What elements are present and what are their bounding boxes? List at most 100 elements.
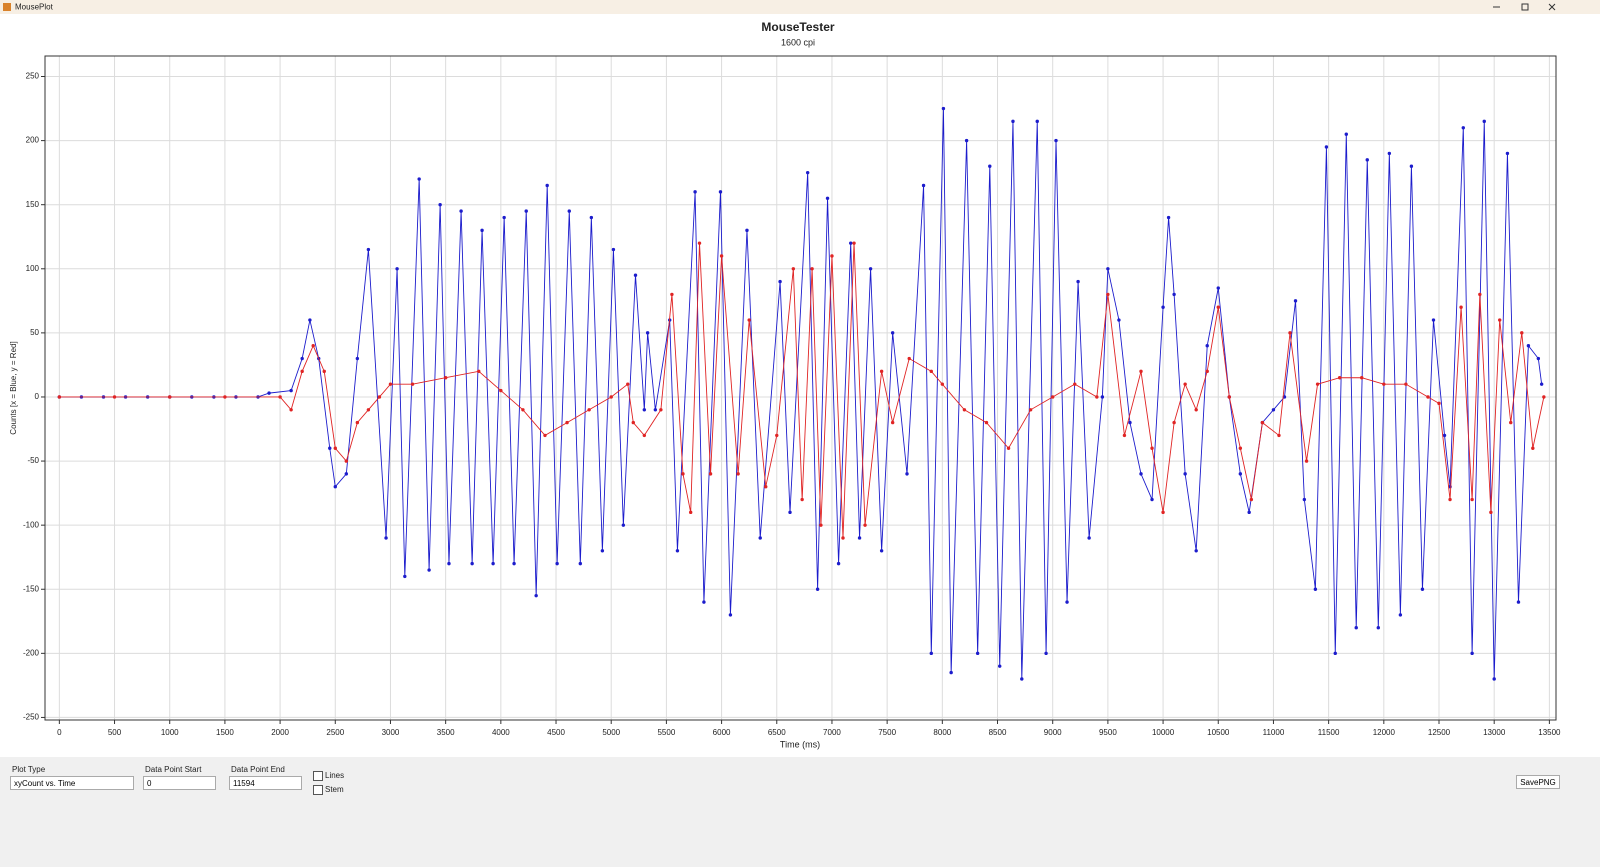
data-point [1437, 401, 1441, 406]
plot-type-label: Plot Type [12, 765, 46, 774]
data-point [300, 369, 304, 374]
data-point [311, 343, 315, 348]
data-point [975, 651, 980, 656]
data-point [521, 408, 525, 412]
x-tick-label: 1500 [216, 728, 234, 737]
data-point [1205, 369, 1209, 374]
x-tick-label: 1000 [161, 728, 179, 737]
data-point [491, 561, 495, 566]
x-tick-label: 11500 [1318, 728, 1340, 737]
data-point [675, 549, 680, 553]
y-tick-label: -100 [23, 520, 40, 529]
data-point [788, 510, 792, 515]
data-point [626, 382, 630, 386]
start-input[interactable]: 0 [143, 776, 216, 790]
data-point [868, 267, 873, 271]
data-point [659, 408, 663, 412]
y-tick-label: -150 [23, 584, 40, 593]
lines-checkbox[interactable] [313, 771, 323, 781]
data-point [1205, 343, 1209, 348]
data-point [747, 318, 751, 322]
data-point [631, 420, 635, 425]
data-point [223, 395, 227, 399]
x-tick-label: 6000 [713, 728, 731, 737]
series-line [59, 243, 1545, 538]
data-point [1122, 433, 1127, 438]
data-point [1431, 318, 1436, 322]
restore-button[interactable] [1521, 3, 1529, 11]
x-tick-label: 3500 [437, 728, 455, 737]
data-point [764, 485, 768, 489]
data-point [545, 183, 549, 188]
data-point [962, 408, 967, 412]
close-button[interactable] [1548, 3, 1556, 11]
data-point [964, 138, 969, 143]
data-point [1526, 343, 1531, 348]
data-point [890, 420, 895, 425]
stem-checkbox[interactable] [313, 785, 323, 795]
data-point [1531, 446, 1535, 450]
data-point [805, 170, 810, 175]
data-point [366, 408, 371, 412]
data-point [1365, 158, 1369, 162]
start-label: Data Point Start [145, 765, 202, 774]
data-point [1247, 510, 1251, 515]
data-point [929, 651, 933, 656]
y-axis-label: Counts [x = Blue, y = Red] [9, 341, 18, 434]
data-point [1277, 433, 1281, 438]
data-point [1498, 318, 1502, 322]
data-point [477, 369, 481, 374]
save-button[interactable]: SavePNG [1516, 775, 1560, 789]
data-point [1028, 408, 1033, 412]
data-point [1087, 536, 1091, 540]
data-point [1324, 145, 1329, 149]
y-tick-label: 100 [26, 264, 40, 273]
data-point [427, 568, 431, 572]
y-tick-label: 50 [30, 328, 39, 337]
data-point [57, 395, 62, 399]
plot-type-select[interactable]: xyCount vs. Time [10, 776, 134, 790]
end-label: Data Point End [231, 765, 285, 774]
data-point [308, 318, 312, 322]
x-tick-label: 0 [57, 728, 62, 737]
data-point [1172, 292, 1176, 297]
x-tick-label: 11000 [1263, 728, 1285, 737]
x-tick-label: 9000 [1044, 728, 1062, 737]
end-input[interactable]: 11594 [229, 776, 302, 790]
data-point [736, 472, 740, 476]
data-point [289, 388, 293, 393]
data-point [693, 190, 697, 194]
y-tick-label: 150 [26, 200, 40, 209]
data-point [1194, 549, 1198, 553]
data-point [328, 446, 332, 450]
data-point [1420, 587, 1425, 591]
data-point [534, 593, 538, 598]
data-point [524, 209, 528, 213]
data-point [1409, 164, 1414, 168]
data-point [941, 106, 946, 111]
data-point [1183, 382, 1187, 386]
data-point [825, 196, 830, 200]
chart-background [0, 0, 1600, 757]
data-point [567, 209, 571, 213]
app-icon [3, 3, 11, 11]
data-point [112, 395, 117, 399]
data-point [355, 420, 360, 425]
data-point [815, 587, 820, 591]
data-point [589, 215, 594, 220]
data-point [1249, 497, 1254, 502]
y-tick-label: -200 [23, 648, 40, 657]
data-point [929, 369, 933, 374]
data-point [852, 241, 856, 245]
data-point [1128, 420, 1132, 425]
data-point [355, 356, 360, 361]
data-point [907, 356, 911, 361]
x-axis-label: Time (ms) [780, 739, 820, 749]
x-tick-label: 7000 [823, 728, 841, 737]
data-point [1470, 497, 1474, 502]
data-point [1166, 215, 1171, 220]
data-point [1505, 151, 1510, 156]
data-point [443, 376, 448, 380]
data-point [1442, 433, 1447, 438]
